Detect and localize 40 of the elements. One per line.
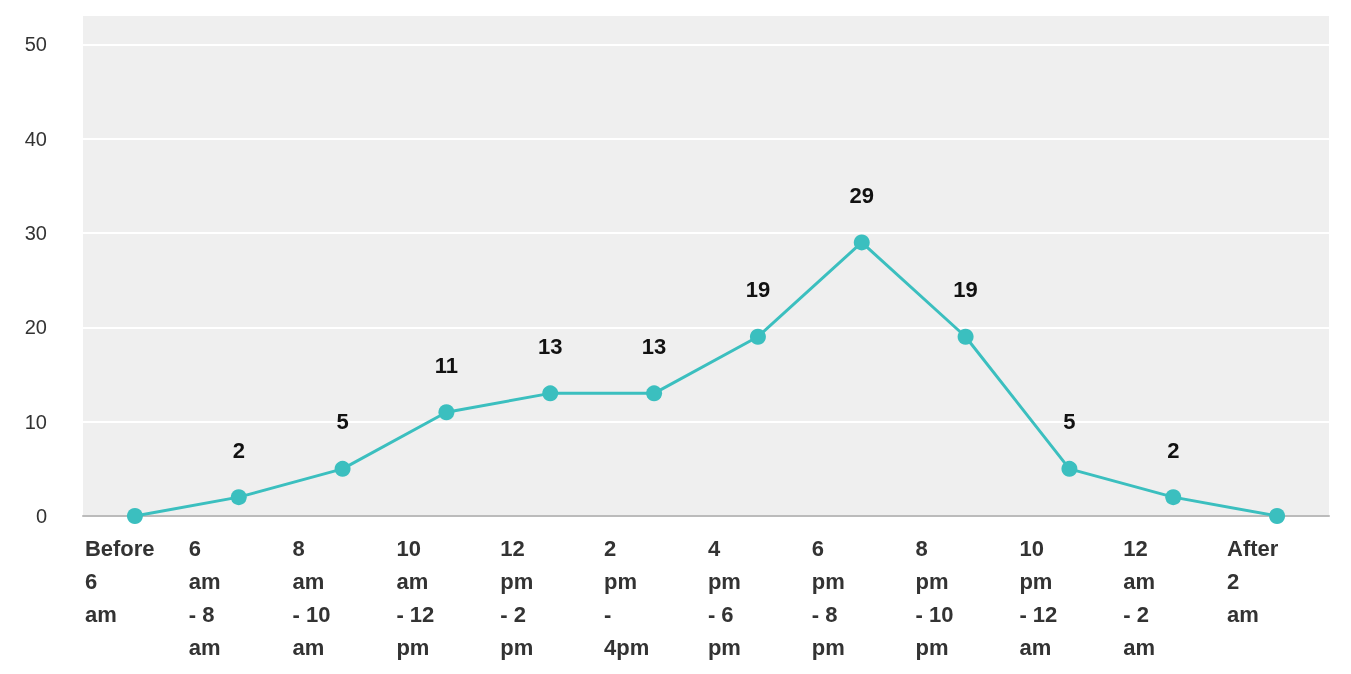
y-tick-label: 50 (24, 33, 47, 56)
x-tick-label: After 2 am (1227, 536, 1279, 627)
x-tick-label: 10 am - 12 pm (396, 536, 435, 660)
text: 19 (953, 277, 978, 303)
x-tick-label: 12 am - 2 am (1123, 536, 1156, 660)
point (230, 489, 247, 506)
x-tick-label: 6 pm - 8 pm (811, 536, 845, 660)
x-tick-label: 10 pm - 12 am (1019, 536, 1058, 660)
text: 13 (641, 333, 667, 359)
text: 5 (336, 409, 349, 435)
text: 29 (849, 182, 874, 208)
point (749, 328, 766, 345)
text: 19 (745, 277, 771, 303)
point (126, 508, 143, 524)
x-tick-label: 4 pm - 6 pm (707, 536, 741, 660)
text: 2 (1167, 437, 1180, 463)
x-tick-label: 12 pm - 2 pm (500, 536, 534, 660)
text: 5 (1063, 409, 1076, 435)
point (957, 328, 974, 345)
point (438, 404, 455, 421)
y-tick-label: 0 (35, 505, 47, 527)
text: 2 (232, 437, 245, 463)
point (1165, 489, 1182, 506)
x-tick-label: 6 am - 8 am (188, 536, 221, 660)
point (334, 460, 351, 477)
y-tick-label: 40 (24, 127, 47, 150)
x-tick-label: 8 am - 10 am (292, 536, 331, 660)
x-tick-label: 8 pm - 10 pm (915, 536, 954, 660)
text: 11 (434, 352, 459, 378)
y-tick-label: 20 (24, 316, 47, 339)
y-tick-label: 30 (24, 221, 47, 244)
point (542, 385, 559, 402)
x-tick-label: Before 6 am (84, 536, 155, 627)
point (853, 234, 870, 251)
text: 13 (538, 333, 563, 359)
point (1269, 508, 1286, 524)
x-tick-label: 2 pm - 4pm (604, 536, 650, 660)
y-tick-label: 10 (24, 410, 47, 433)
point (1061, 460, 1078, 477)
point (646, 385, 663, 402)
